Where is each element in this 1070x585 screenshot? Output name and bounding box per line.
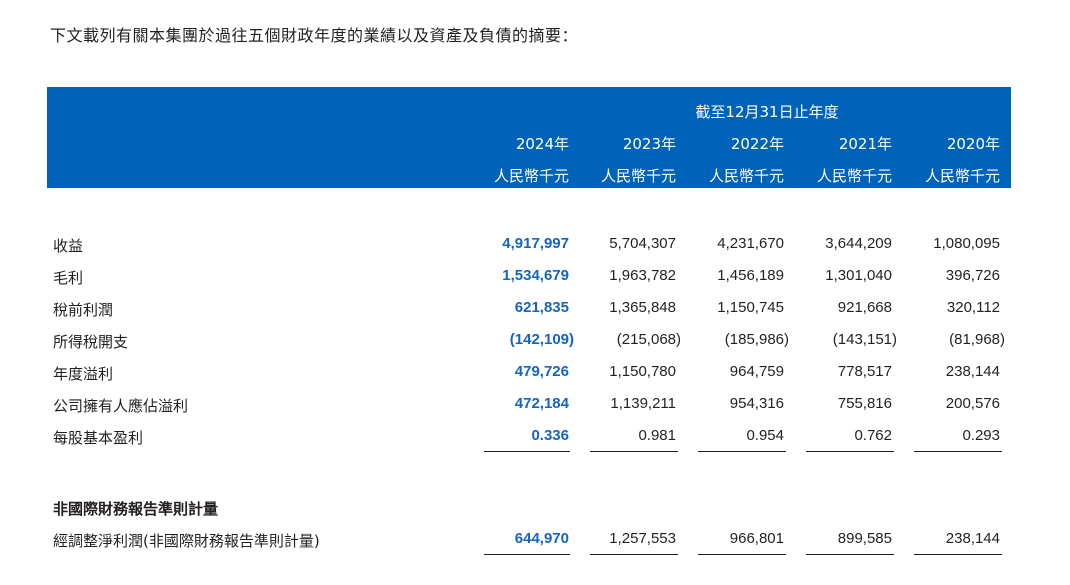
divider [806,554,894,555]
row-label-eps: 每股基本盈利 [53,429,144,447]
divider [484,554,570,555]
divider [590,451,678,452]
row-label-profit-before-tax: 稅前利潤 [53,301,114,319]
table-cell: 1,301,040 [825,267,892,284]
table-cell: 778,517 [837,363,892,380]
year-2020: 2020年 [946,135,1000,153]
table-cell: 1,456,189 [717,267,784,284]
row-label-adjusted-net-profit: 經調整淨利潤(非國際財務報告準則計量) [53,532,320,550]
unit-2020: 人民幣千元 [924,167,1000,185]
divider [914,451,1002,452]
table-cell: 1,257,553 [609,530,676,547]
divider [698,451,786,452]
table-cell: 621,835 [514,299,569,316]
year-2024: 2024年 [515,135,569,153]
unit-2022: 人民幣千元 [708,167,784,185]
table-cell: 0.293 [962,427,1000,444]
table-cell: 238,144 [945,363,1000,380]
table-cell: 954,316 [729,395,784,412]
table-cell: 472,184 [514,395,569,412]
table-cell: 966,801 [729,530,784,547]
table-cell: 1,150,780 [609,363,676,380]
table-cell: 1,963,782 [609,267,676,284]
table-cell: 755,816 [837,395,892,412]
year-2022: 2022年 [730,135,784,153]
table-cell: 0.762 [854,427,892,444]
table-cell: 0.336 [531,427,569,444]
table-cell: 1,080,095 [933,235,1000,252]
table-cell: 0.981 [638,427,676,444]
year-2023: 2023年 [622,135,676,153]
table-header: 截至12月31日止年度 2024年 2023年 2022年 2021年 2020… [47,87,1011,188]
unit-2024: 人民幣千元 [493,167,569,185]
table-cell: (143,151) [832,331,897,348]
table-cell: 3,644,209 [825,235,892,252]
table-cell: 0.954 [746,427,784,444]
table-cell: 1,139,211 [610,395,676,412]
divider [806,451,894,452]
row-label-revenue: 收益 [53,237,84,255]
divider [590,554,678,555]
table-cell: 1,365,848 [609,299,676,316]
divider [914,554,1002,555]
table-cell: 200,576 [945,395,1000,412]
table-cell: 479,726 [514,363,569,380]
table-cell: 238,144 [945,530,1000,547]
table-cell: 964,759 [729,363,784,380]
divider [698,554,786,555]
table-cell: 899,585 [837,530,892,547]
row-label-gross-profit: 毛利 [53,269,84,287]
table-cell: 4,917,997 [502,235,569,252]
table-cell: 921,668 [837,299,892,316]
table-cell: 1,534,679 [502,267,569,284]
divider [484,451,570,452]
year-2021: 2021年 [838,135,892,153]
row-label-profit-for-year: 年度溢利 [53,365,114,383]
table-cell: (215,068) [616,331,681,348]
table-cell: 396,726 [945,267,1000,284]
unit-2023: 人民幣千元 [600,167,676,185]
period-label: 截至12月31日止年度 [695,103,839,121]
table-cell: (81,968) [949,331,1005,348]
intro-text: 下文載列有關本集團於過往五個財政年度的業績以及資產及負債的摘要： [50,26,579,45]
row-label-attributable-profit: 公司擁有人應佔溢利 [53,397,189,415]
table-cell: 644,970 [514,530,569,547]
table-cell: 5,704,307 [609,235,676,252]
row-label-income-tax: 所得稅開支 [53,333,129,351]
section-title: 非國際財務報告準則計量 [53,500,219,518]
table-cell: 4,231,670 [717,235,784,252]
table-cell: (185,986) [724,331,789,348]
unit-2021: 人民幣千元 [816,167,892,185]
table-cell: 320,112 [946,299,1000,316]
table-cell: 1,150,745 [717,299,784,316]
table-cell: (142,109) [509,331,574,348]
